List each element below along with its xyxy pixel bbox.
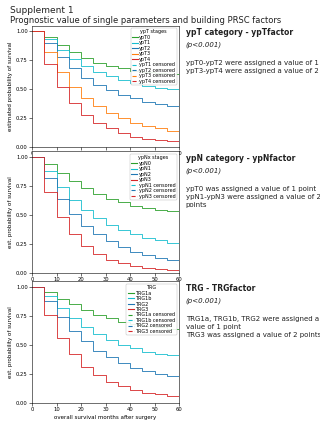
Legend: ypN0, ypN1, ypN2, ypN3, ypN1 censored, ypN2 censored, ypN3 censored: ypN0, ypN1, ypN2, ypN3, ypN1 censored, y… [130,154,177,200]
Text: ypT0-ypT2 were assigned a value of 1 point
ypT3-ypT4 were assigned a value of 2 : ypT0-ypT2 were assigned a value of 1 poi… [186,60,320,74]
Text: Supplement 1: Supplement 1 [10,6,73,15]
Text: ypT category - ypTfactor: ypT category - ypTfactor [186,28,293,37]
Text: (p<0.001): (p<0.001) [186,167,222,174]
Text: ypT0 was assigned a value of 1 point
ypN1-ypN3 were assigned a value of 2
points: ypT0 was assigned a value of 1 point ypN… [186,186,320,207]
Y-axis label: est. probability of survival: est. probability of survival [8,306,13,378]
Y-axis label: est. probability of survival: est. probability of survival [8,176,13,248]
Text: (p<0.001): (p<0.001) [186,42,222,48]
Text: TRG1a, TRG1b, TRG2 were assigned a
value of 1 point
TRG3 was assigned a value of: TRG1a, TRG1b, TRG2 were assigned a value… [186,316,320,337]
Text: Prognostic value of single parameters and building PRSC factors: Prognostic value of single parameters an… [10,16,281,25]
X-axis label: overall survival months after surgery: overall survival months after surgery [54,285,157,290]
Text: ypN category - ypNfactor: ypN category - ypNfactor [186,154,295,163]
Text: (p<0.001): (p<0.001) [186,297,222,304]
Legend: ypT0, ypT1, ypT2, ypT3, ypT4, ypT1 censored, ypT2 censored, ypT3 censored, ypT4 : ypT0, ypT1, ypT2, ypT3, ypT4, ypT1 censo… [131,28,177,85]
Legend: TRG1a, TRG1b, TRG2, TRG3, TRG1a censored, TRG1b censored, TRG2 censored, TRG3 ce: TRG1a, TRG1b, TRG2, TRG3, TRG1a censored… [126,284,177,335]
Text: TRG - TRGfactor: TRG - TRGfactor [186,284,255,293]
X-axis label: overall survival months after surgery: overall survival months after surgery [54,414,157,420]
Y-axis label: estimated probability of survival: estimated probability of survival [8,41,13,131]
X-axis label: overall survival months after surgery: overall survival months after surgery [54,159,157,164]
